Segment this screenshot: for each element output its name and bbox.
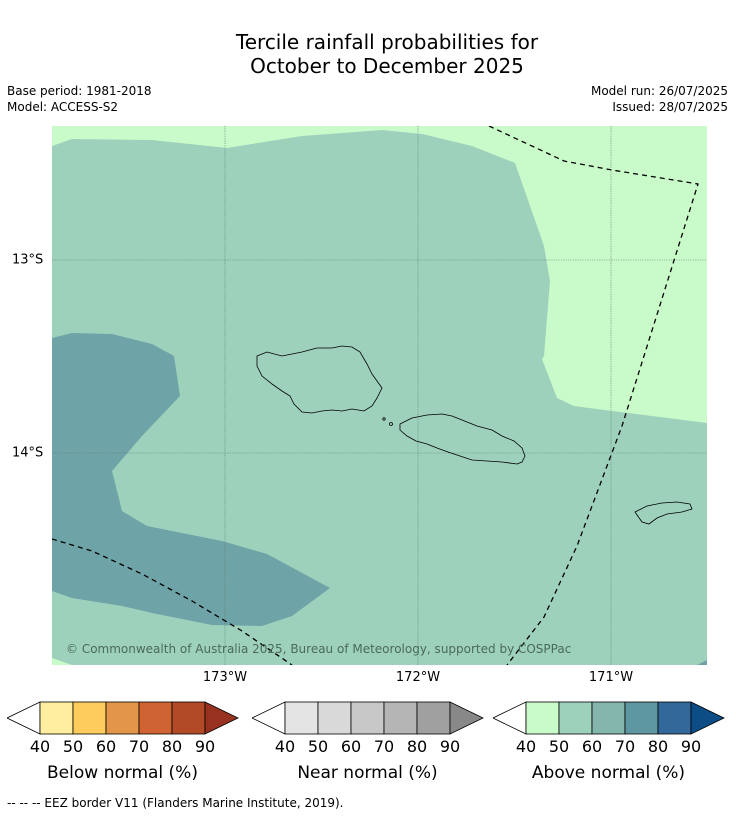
colorbar-tick-label: 70 [373, 737, 395, 756]
eez-border [52, 126, 699, 665]
colorbar-tick-label: 60 [95, 737, 117, 756]
lon-label-171w: 171°W [588, 670, 634, 685]
region-above-40 [52, 126, 707, 423]
colorbar-tick-label: 80 [161, 737, 183, 756]
region-above-60 [52, 333, 330, 626]
colorbar-segment [72, 701, 107, 735]
colorbar-tick-label: 90 [439, 737, 461, 756]
map-title: Tercile rainfall probabilities for Octob… [0, 30, 736, 78]
colorbar-segment [138, 701, 173, 735]
colorbar-tick-label: 50 [548, 737, 570, 756]
colorbar-tick-label: 60 [340, 737, 362, 756]
colorbar-caption: Below normal (%) [47, 763, 198, 783]
island-tutuila [634, 501, 693, 525]
colorbar-below-normal: 40 50 60 70 80 90 Below normal (%) [6, 701, 271, 783]
island-savaii [256, 345, 383, 414]
colorbar-near-normal: 40 50 60 70 80 90 Near normal (%) [251, 701, 516, 783]
model-run: Model run: 26/07/2025 [590, 84, 728, 98]
colorbar-tick-label: 70 [614, 737, 636, 756]
colorbar-caption: Near normal (%) [297, 763, 438, 783]
region-above-40-bottom [52, 658, 72, 665]
islands [256, 345, 693, 525]
colorbar-tick-label: 80 [647, 737, 669, 756]
lat-label-13s: 13°S [12, 252, 44, 268]
colorbar-segment [525, 701, 560, 735]
island-upolu [399, 413, 526, 465]
lon-label-172w: 172°W [395, 670, 441, 685]
meta-left: Base period: 1981-2018 Model: ACCESS-S2 [7, 83, 152, 115]
probability-map: © Commonwealth of Australia 2025, Bureau… [52, 126, 707, 665]
colorbar-svg [492, 701, 725, 735]
lat-label-14s: 14°S [12, 445, 44, 461]
colorbar-above-normal: 40 50 60 70 80 90 Above normal (%) [492, 701, 736, 783]
colorbar-tick-label: 80 [406, 737, 428, 756]
colorbar-tick-label: 40 [29, 737, 51, 756]
colorbar-segment [591, 701, 626, 735]
colorbar-tick-label: 90 [194, 737, 216, 756]
issued-date: Issued: 28/07/2025 [612, 100, 728, 114]
model-name: Model: ACCESS-S2 [7, 100, 119, 114]
colorbar-segment [558, 701, 593, 735]
lon-label-173w: 173°W [202, 670, 248, 685]
colorbar-segment [317, 701, 352, 735]
colorbar-high-cap [204, 701, 239, 735]
colorbar-tick-label: 90 [680, 737, 702, 756]
graticule [52, 126, 707, 665]
colorbar-tick-label: 70 [128, 737, 150, 756]
copyright-notice: © Commonwealth of Australia 2025, Bureau… [66, 642, 571, 656]
colorbar-low-cap [251, 701, 286, 735]
colorbar-low-cap [6, 701, 41, 735]
colorbar-low-cap [492, 701, 527, 735]
eez-legend-note: -- -- -- EEZ border V11 (Flanders Marine… [7, 796, 344, 810]
colorbar-high-cap [690, 701, 725, 735]
colorbar-high-cap [449, 701, 484, 735]
colorbar-svg [6, 701, 239, 735]
colorbar-svg [251, 701, 484, 735]
colorbar-segment [284, 701, 319, 735]
region-above-60-right [697, 660, 707, 665]
base-period: Base period: 1981-2018 [7, 84, 152, 98]
colorbar-segment [171, 701, 206, 735]
colorbar-tick-label: 60 [581, 737, 603, 756]
meta-right: Model run: 26/07/2025 Issued: 28/07/2025 [591, 83, 728, 115]
colorbar-tick-label: 40 [515, 737, 537, 756]
colorbar-tick-label: 50 [307, 737, 329, 756]
colorbar-segment [657, 701, 692, 735]
title-line-2: October to December 2025 [250, 54, 524, 78]
colorbar-caption: Above normal (%) [531, 763, 686, 783]
title-line-1: Tercile rainfall probabilities for [235, 30, 539, 54]
colorbar-segment [105, 701, 140, 735]
colorbar-segment [350, 701, 385, 735]
colorbar-tick-label: 40 [274, 737, 296, 756]
colorbar-tick-label: 50 [62, 737, 84, 756]
colorbar-segment [624, 701, 659, 735]
colorbar-segment [39, 701, 74, 735]
colorbar-segment [416, 701, 451, 735]
colorbar-segment [383, 701, 418, 735]
